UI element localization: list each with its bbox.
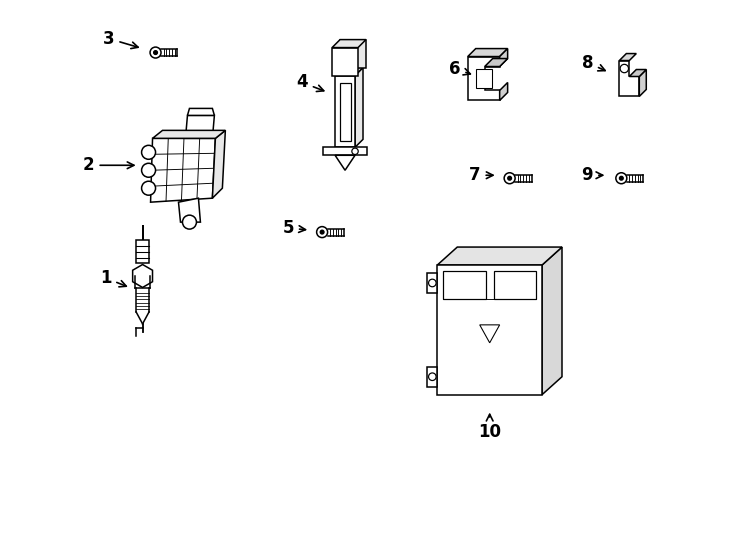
Circle shape xyxy=(352,148,358,154)
Polygon shape xyxy=(427,367,437,387)
Polygon shape xyxy=(427,273,437,293)
Circle shape xyxy=(320,230,324,234)
Polygon shape xyxy=(619,60,639,97)
Circle shape xyxy=(142,181,156,195)
Polygon shape xyxy=(150,138,215,202)
Polygon shape xyxy=(437,247,562,265)
Polygon shape xyxy=(332,39,366,48)
Polygon shape xyxy=(133,265,153,287)
Circle shape xyxy=(504,173,515,184)
Circle shape xyxy=(150,47,161,58)
Circle shape xyxy=(620,64,628,73)
Polygon shape xyxy=(355,68,363,147)
Polygon shape xyxy=(619,53,636,60)
Polygon shape xyxy=(335,68,363,76)
Text: 5: 5 xyxy=(283,219,305,237)
Circle shape xyxy=(142,145,156,159)
Text: 6: 6 xyxy=(449,59,470,78)
Polygon shape xyxy=(500,49,508,66)
Polygon shape xyxy=(437,265,542,395)
Polygon shape xyxy=(332,48,358,76)
Text: 8: 8 xyxy=(581,53,605,71)
Polygon shape xyxy=(187,109,214,116)
Polygon shape xyxy=(484,58,508,66)
Polygon shape xyxy=(629,70,646,77)
Polygon shape xyxy=(476,69,492,89)
Text: 2: 2 xyxy=(83,156,134,174)
Text: 3: 3 xyxy=(103,30,138,49)
Polygon shape xyxy=(335,156,355,170)
Circle shape xyxy=(183,215,197,229)
Polygon shape xyxy=(340,39,366,68)
Polygon shape xyxy=(340,84,351,141)
Polygon shape xyxy=(323,147,367,156)
Polygon shape xyxy=(178,198,200,222)
Polygon shape xyxy=(494,271,536,299)
Circle shape xyxy=(508,177,512,180)
Circle shape xyxy=(619,177,623,180)
Polygon shape xyxy=(639,70,646,97)
Polygon shape xyxy=(468,57,500,100)
Polygon shape xyxy=(186,116,214,138)
Polygon shape xyxy=(153,130,225,138)
Text: 1: 1 xyxy=(100,269,126,287)
Text: 4: 4 xyxy=(297,73,324,91)
Circle shape xyxy=(316,227,327,238)
Polygon shape xyxy=(335,76,355,147)
Text: 9: 9 xyxy=(581,166,603,184)
Circle shape xyxy=(429,373,436,381)
Circle shape xyxy=(153,51,157,55)
Polygon shape xyxy=(443,271,486,299)
Circle shape xyxy=(142,163,156,177)
Polygon shape xyxy=(468,49,508,57)
Circle shape xyxy=(616,173,627,184)
Polygon shape xyxy=(542,247,562,395)
Polygon shape xyxy=(212,130,225,198)
Text: 7: 7 xyxy=(469,166,493,184)
Polygon shape xyxy=(500,83,508,100)
Polygon shape xyxy=(136,240,149,263)
Text: 10: 10 xyxy=(478,414,501,441)
Polygon shape xyxy=(480,325,500,343)
Circle shape xyxy=(429,279,436,287)
